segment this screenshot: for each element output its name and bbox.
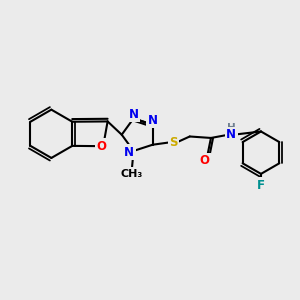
Text: N: N [226,128,236,141]
Text: O: O [200,154,209,167]
Text: H: H [227,123,236,133]
Text: N: N [124,146,134,159]
Text: CH₃: CH₃ [121,169,143,178]
Text: N: N [148,114,158,127]
Text: N: N [128,108,139,121]
Text: F: F [257,178,265,192]
Text: S: S [169,136,178,149]
Text: O: O [97,140,107,153]
